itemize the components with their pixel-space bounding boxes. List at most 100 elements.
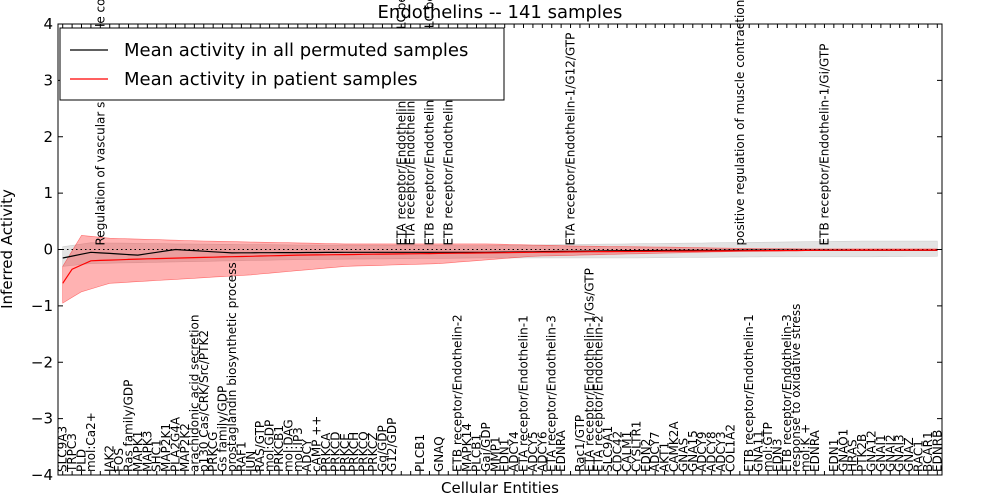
category-label: PRKCG bbox=[206, 432, 220, 472]
category-label: ETA receptor/Endothelin-2 bbox=[592, 315, 606, 472]
category-label: ETB receptor/Endothelin-2 bbox=[451, 314, 465, 472]
category-label: GNA11 bbox=[752, 430, 766, 472]
category-label: CYSLTR1 bbox=[629, 421, 643, 472]
category-label: GNAI3 bbox=[893, 434, 907, 472]
category-label: positive regulation of muscle contractio… bbox=[733, 0, 747, 245]
category-label: GNAQ bbox=[432, 436, 446, 472]
y-axis-ticks: −4 −3 −2 −1 0 1 2 3 4 bbox=[31, 15, 942, 484]
category-label: ETB receptor/Endothelin-3 bbox=[780, 314, 794, 472]
category-label: HRAS bbox=[846, 439, 860, 472]
legend-box bbox=[59, 27, 505, 101]
category-label: response to oxidative stress bbox=[789, 304, 803, 472]
category-label: ETA receptor/Endothelin-1/G12/GTP bbox=[564, 33, 578, 246]
legend-label-permuted: Mean activity in all permuted samples bbox=[124, 40, 468, 61]
category-label: GNA12 bbox=[865, 430, 879, 472]
category-label: GNAO1 bbox=[836, 429, 850, 472]
category-label: Gai/GDP bbox=[479, 422, 493, 472]
y-tick-label: −1 bbox=[31, 297, 53, 315]
category-label: Gs family/GDP bbox=[216, 386, 230, 472]
category-label: CDC42 bbox=[611, 431, 625, 472]
band-permuted bbox=[62, 240, 938, 267]
category-label: COL1A2 bbox=[723, 424, 737, 472]
series-lines bbox=[62, 248, 938, 284]
category-label: PLA2G4A bbox=[169, 416, 183, 472]
category-label: MAPK14 bbox=[460, 423, 474, 472]
category-label: RAS/GTP bbox=[253, 421, 267, 472]
category-label: PRKCE bbox=[338, 433, 352, 472]
category-label: ADCY8 bbox=[705, 431, 719, 472]
y-tick-label: 4 bbox=[43, 15, 53, 33]
category-label: GNA15 bbox=[686, 430, 700, 472]
category-label: ADCY3 bbox=[714, 431, 728, 472]
category-label: FOS bbox=[112, 448, 126, 472]
category-label: MAP2K1 bbox=[159, 423, 173, 472]
category-label: PTK2B bbox=[855, 434, 869, 472]
category-label: cAMP ++ bbox=[310, 416, 324, 472]
category-label: ADCY5 bbox=[526, 431, 540, 472]
category-label: Ras family/GDP bbox=[122, 380, 136, 472]
plot-frame bbox=[57, 23, 943, 476]
category-label: GNAS bbox=[676, 438, 690, 472]
category-label: p130 Cas/CRK/Src/PTK2 bbox=[197, 330, 211, 472]
category-label: JUN bbox=[244, 451, 258, 473]
category-label: mol:DAG bbox=[281, 419, 295, 472]
category-label: ETB receptor/Endothelin-1/Gi/GTP bbox=[817, 44, 831, 246]
category-label: ADCY4 bbox=[507, 431, 521, 472]
category-label: TRPC3 bbox=[65, 433, 79, 473]
category-label: PRKCZ bbox=[366, 433, 380, 472]
category-label: PRKCH bbox=[347, 432, 361, 472]
category-label: EDN2 bbox=[639, 439, 653, 472]
category-label: BCAR1 bbox=[921, 431, 935, 472]
line-patient-mean bbox=[62, 249, 938, 284]
category-label: EDN1 bbox=[827, 439, 841, 472]
category-label: mol:Ca2+ bbox=[84, 412, 98, 472]
category-label: MAP2K2 bbox=[178, 423, 192, 472]
category-label: MAPK1 bbox=[131, 431, 145, 472]
category-label: ADCY7 bbox=[648, 431, 662, 472]
category-label: PLCB1 bbox=[413, 434, 427, 472]
category-label: ADCY bbox=[300, 438, 314, 472]
category-label: SLC9A3 bbox=[56, 426, 70, 472]
category-label: Gq/GDP bbox=[375, 425, 389, 472]
category-label: G12/GDP bbox=[385, 418, 399, 472]
category-label: Rac1/GTP bbox=[573, 415, 587, 472]
y-tick-label: 2 bbox=[43, 128, 53, 146]
category-label: MAPK3 bbox=[140, 431, 154, 472]
y-axis-label: Inferred Activity bbox=[0, 189, 16, 309]
category-label: MMP1 bbox=[488, 436, 502, 472]
category-label: arachidonic acid secretion bbox=[187, 315, 201, 472]
category-label: EDN1 bbox=[498, 439, 512, 472]
y-tick-label: 1 bbox=[43, 184, 53, 202]
category-label: CAMK2A bbox=[667, 421, 681, 472]
category-label: CALM1 bbox=[620, 431, 634, 472]
legend-label-patient: Mean activity in patient samples bbox=[124, 69, 418, 90]
category-label: JAK2 bbox=[103, 445, 117, 473]
category-label: PLCB1 bbox=[470, 434, 484, 472]
category-label: PRKCB1 bbox=[272, 425, 286, 472]
category-label: SHC1 bbox=[150, 439, 164, 472]
category-label: ETB receptor/Endothelin-1 bbox=[742, 314, 756, 472]
category-label: mol:GDP bbox=[263, 420, 277, 472]
x-axis-label: Cellular Entities bbox=[441, 479, 559, 497]
category-label: EDNRA bbox=[554, 429, 568, 472]
category-label: ETA receptor/Endothelin-1/Gs/GTP bbox=[582, 268, 596, 472]
category-label: ETA receptor/Endothelin-3 bbox=[545, 315, 559, 472]
category-label: mol:GTP bbox=[761, 422, 775, 472]
category-label: RAF1 bbox=[234, 441, 248, 472]
y-tick-label: −2 bbox=[31, 353, 53, 371]
category-label: GNAZ bbox=[902, 437, 916, 472]
category-label: SLC9A1 bbox=[601, 426, 615, 472]
category-label: GNAI1 bbox=[874, 434, 888, 472]
category-label: mol:IP3 bbox=[291, 427, 305, 472]
category-label: EDNRB bbox=[930, 430, 944, 472]
category-label: EDNRA bbox=[808, 429, 822, 472]
y-tick-label: 3 bbox=[43, 71, 53, 89]
category-label: ADCY9 bbox=[695, 431, 709, 472]
category-label: GNAI2 bbox=[883, 434, 897, 472]
category-label: ETA receptor/Endothelin-1 bbox=[517, 315, 531, 472]
y-tick-label: −3 bbox=[31, 410, 53, 428]
confidence-bands bbox=[62, 235, 938, 304]
category-label: ADCY6 bbox=[535, 431, 549, 472]
category-label: PRKCD bbox=[328, 432, 342, 472]
